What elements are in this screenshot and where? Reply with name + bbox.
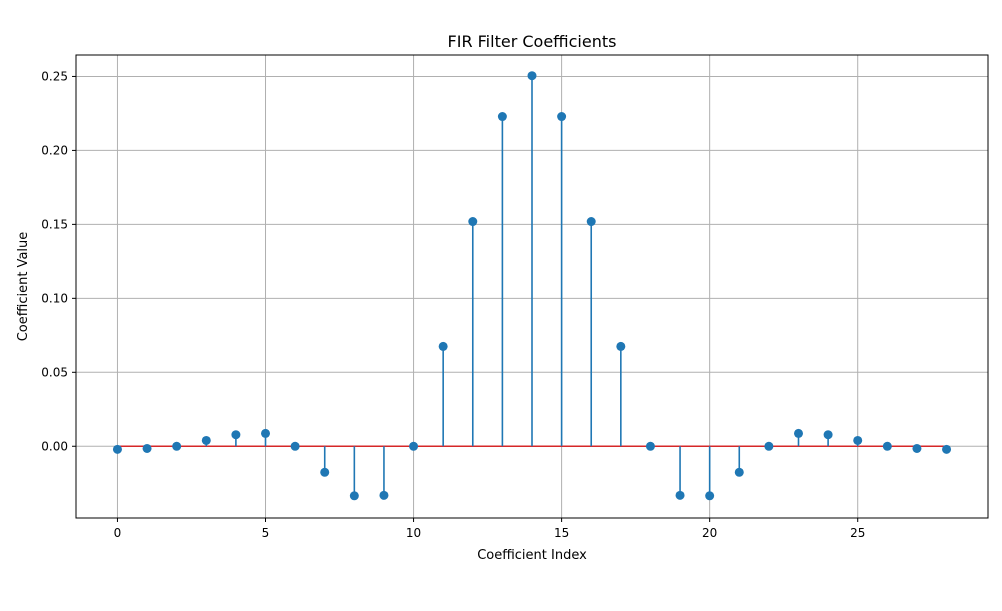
stem-marker [290,441,300,451]
stem-marker [201,435,211,445]
chart-title: FIR Filter Coefficients [448,32,617,51]
stem-marker [764,441,774,451]
stem-marker [734,467,744,477]
stem-marker [793,428,803,438]
stem-marker [231,430,241,440]
stems [116,75,948,496]
stem-marker [557,112,567,122]
stem-marker [142,443,152,453]
stem-marker [616,341,626,351]
stem-marker [320,467,330,477]
y-tick-label: 0.20 [41,143,68,157]
y-tick-label: 0.25 [41,69,68,83]
stem-marker [675,490,685,500]
stem-marker [527,71,537,81]
y-tick-label: 0.15 [41,217,68,231]
stem-marker [645,441,655,451]
stem-marker [468,217,478,227]
x-tick-label: 5 [262,526,270,540]
x-axis-label: Coefficient Index [477,548,587,563]
y-axis-ticks: 0.00 0.05 0.10 0.15 0.20 0.25 [41,69,76,453]
stem-marker [112,444,122,454]
stem-marker [379,490,389,500]
stem-marker [261,428,271,438]
stem-marker [882,441,892,451]
x-tick-label: 15 [554,526,569,540]
stem-marker [438,341,448,351]
stem-marker [497,112,507,122]
markers [112,71,952,501]
x-axis-ticks: 0 5 10 15 20 25 [114,518,865,540]
stem-marker [349,491,359,501]
stem-marker [172,441,182,451]
plot-frame [75,54,989,519]
stem-marker [912,443,922,453]
y-axis-label: Coefficient Value [16,232,31,342]
stem-marker [853,435,863,445]
stem-marker [823,430,833,440]
x-tick-label: 20 [702,526,717,540]
y-tick-label: 0.10 [41,291,68,305]
stem-marker [942,444,952,454]
x-tick-label: 0 [114,526,122,540]
stem-marker [705,491,715,501]
y-tick-label: 0.05 [41,365,68,379]
y-tick-label: 0.00 [41,439,68,453]
x-tick-label: 25 [850,526,865,540]
stem-marker [409,441,419,451]
x-tick-label: 10 [406,526,421,540]
stem-marker [586,217,596,227]
